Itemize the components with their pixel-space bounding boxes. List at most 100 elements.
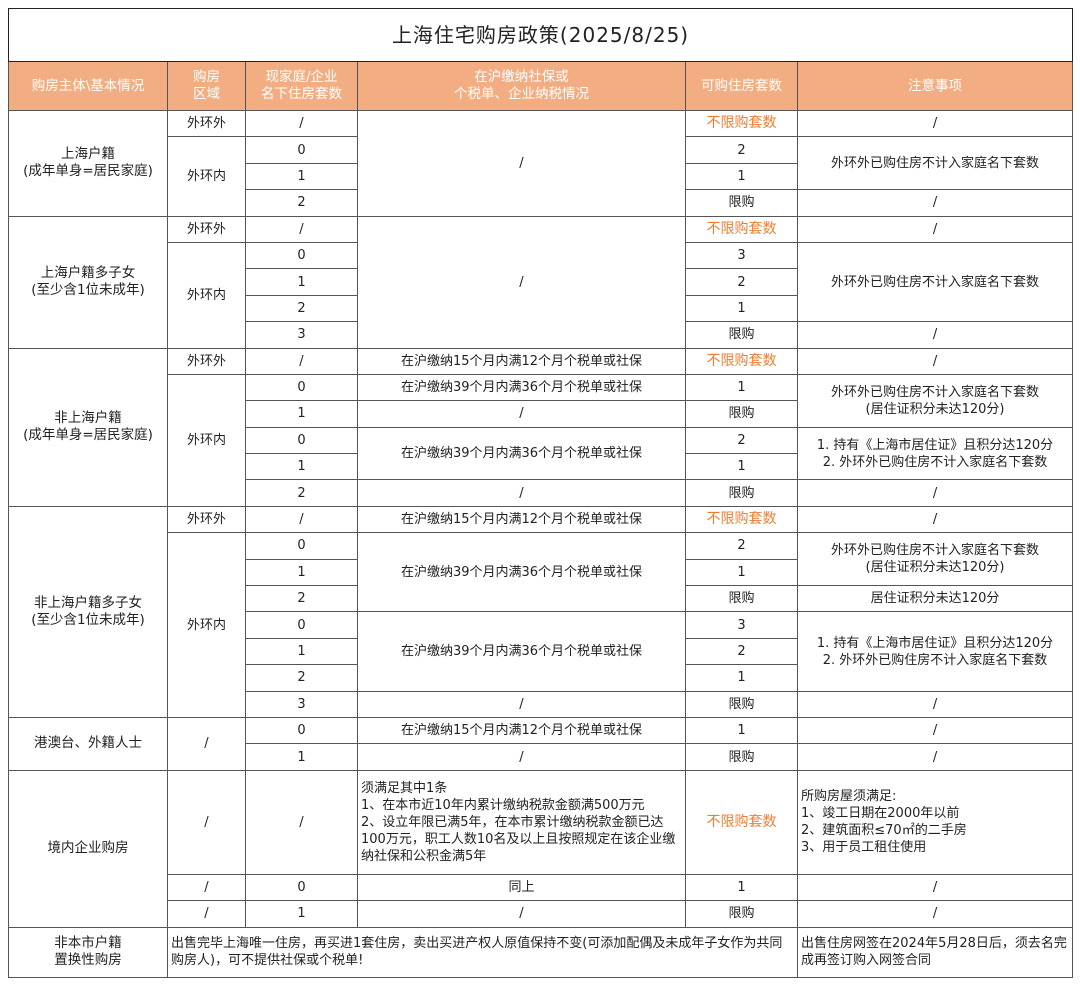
cell: / bbox=[167, 769, 246, 875]
table-row: 2 限购 居住证积分未达120分 bbox=[9, 585, 1074, 613]
cell: 0 bbox=[245, 611, 358, 639]
cell: / bbox=[245, 347, 358, 375]
cell: 外环外已购住房不计入家庭名下套数 bbox=[796, 136, 1074, 191]
cell: 1 bbox=[685, 558, 798, 587]
cell: / bbox=[245, 505, 358, 534]
cell: 1 bbox=[685, 716, 798, 745]
subject-cell: 非本市户籍 置换性购房 bbox=[8, 926, 168, 978]
cell: 不限购套数 bbox=[685, 109, 798, 138]
table-row: 外环内 0 3 外环外已购住房不计入家庭名下套数 bbox=[9, 241, 1074, 349]
cell: 外环内 bbox=[167, 373, 246, 507]
header-allowed: 可购住房套数 bbox=[685, 61, 798, 111]
cell: / bbox=[796, 347, 1074, 375]
cell: 2 bbox=[245, 585, 358, 613]
cell: 外环外已购住房不计入家庭名下套数 (居住证积分未达120分) bbox=[796, 532, 1074, 587]
cell: 2 bbox=[245, 294, 358, 323]
table-row: 0 在沪缴纳39个月内满36个月个税单或社保 3 1. 持有《上海市居住证》且积… bbox=[9, 611, 1074, 692]
cell: 不限购套数 bbox=[685, 347, 798, 375]
subject-cell: 上海户籍 (成年单身=居民家庭) bbox=[8, 110, 168, 217]
cell: 2 bbox=[685, 426, 798, 455]
cell: / bbox=[357, 110, 686, 217]
cell: 不限购套数 bbox=[685, 505, 798, 534]
cell: 所购房屋须满足: 1、竣工日期在2000年以前 2、建筑面积≤70㎡的二手房 3… bbox=[796, 769, 1074, 875]
cell: 3 bbox=[245, 690, 358, 718]
table-row: 2 1 bbox=[9, 294, 1073, 323]
cell: 1 bbox=[685, 453, 798, 481]
cell: 1 bbox=[245, 558, 358, 587]
cell: 限购 bbox=[685, 321, 798, 349]
cell: 外环外 bbox=[167, 215, 246, 243]
header-owned: 现家庭/企业 名下住房套数 bbox=[245, 61, 358, 111]
cell: 1 bbox=[685, 664, 798, 692]
subject-cell: 上海户籍多子女 (至少含1位未成年) bbox=[8, 215, 168, 349]
table-row: 3 / 限购 / bbox=[9, 690, 1074, 718]
cell: / bbox=[796, 690, 1074, 718]
cell: 在沪缴纳15个月内满12个月个税单或社保 bbox=[357, 505, 686, 534]
cell: 1 bbox=[245, 162, 358, 191]
cell: / bbox=[796, 873, 1074, 902]
cell: / bbox=[357, 690, 686, 718]
table-row: 外环内 0 在沪缴纳39个月内满36个月个税单或社保 1 外环外已购住房不计入家… bbox=[9, 373, 1074, 507]
cell: 外环外已购住房不计入家庭名下套数 (居住证积分未达120分) bbox=[796, 373, 1074, 428]
cell: / bbox=[245, 215, 358, 243]
cell: 3 bbox=[245, 321, 358, 349]
cell: 外环内 bbox=[167, 241, 246, 349]
cell: 1 bbox=[245, 900, 358, 928]
cell: / bbox=[357, 900, 686, 928]
cell: 在沪缴纳39个月内满36个月个税单或社保 bbox=[357, 373, 686, 402]
cell: 外环外 bbox=[167, 347, 246, 375]
header-notes: 注意事项 bbox=[796, 61, 1074, 111]
cell: 外环外已购住房不计入家庭名下套数 bbox=[796, 241, 1074, 323]
header-tax: 在沪缴纳社保或 个税单、企业纳税情况 bbox=[357, 61, 686, 111]
subject-cell: 境内企业购房 bbox=[8, 769, 168, 928]
cell: / bbox=[796, 215, 1074, 243]
cell: 0 bbox=[245, 373, 358, 402]
table-row: 非本市户籍 置换性购房 出售完毕上海唯一住房，再买进1套住房，卖出买进产权人原值… bbox=[8, 926, 1074, 978]
table-row: 2 限购 / bbox=[9, 189, 1074, 217]
cell: 0 bbox=[245, 426, 358, 455]
cell: 在沪缴纳39个月内满36个月个税单或社保 bbox=[357, 611, 686, 692]
cell: 在沪缴纳15个月内满12个月个税单或社保 bbox=[357, 347, 686, 375]
cell: 在沪缴纳39个月内满36个月个税单或社保 bbox=[357, 426, 686, 481]
cell: 1 bbox=[245, 400, 358, 428]
table-row: 外环内 0 2 外环外已购住房不计入家庭名下套数 bbox=[9, 136, 1074, 217]
cell: 1 bbox=[685, 294, 798, 323]
cell: 2 bbox=[685, 637, 798, 666]
table-row: 非上海户籍 (成年单身=居民家庭) 外环外 / 在沪缴纳15个月内满12个月个税… bbox=[8, 347, 1074, 507]
cell: 限购 bbox=[685, 400, 798, 428]
cell: 外环外 bbox=[167, 109, 246, 138]
subject-cell: 港澳台、外籍人士 bbox=[8, 716, 168, 771]
cell: 0 bbox=[245, 532, 358, 560]
cell: 外环内 bbox=[167, 532, 246, 718]
cell: 3 bbox=[685, 611, 798, 639]
subject-cell: 非上海户籍 (成年单身=居民家庭) bbox=[8, 347, 168, 507]
cell: / bbox=[167, 873, 246, 902]
cell: / bbox=[796, 900, 1074, 928]
table-row: 1 / 限购 / bbox=[9, 743, 1074, 771]
header-row: 购房主体\基本情况 购房 区域 现家庭/企业 名下住房套数 在沪缴纳社保或 个税… bbox=[8, 61, 1074, 111]
cell: / bbox=[245, 109, 358, 138]
cell: / bbox=[357, 479, 686, 507]
cell: 1 bbox=[245, 453, 358, 481]
header-area: 购房 区域 bbox=[167, 61, 246, 111]
cell: / bbox=[796, 479, 1074, 507]
cell: 出售完毕上海唯一住房，再买进1套住房，卖出买进产权人原值保持不变(可添加配偶及未… bbox=[167, 926, 798, 978]
table-row: 外环内 0 在沪缴纳39个月内满36个月个税单或社保 2 外环外已购住房不计入家… bbox=[9, 532, 1074, 718]
cell: / bbox=[796, 189, 1074, 217]
cell: 外环外 bbox=[167, 505, 246, 534]
table-row: 上海户籍 (成年单身=居民家庭) 外环外 / / 不限购套数 / bbox=[8, 109, 1074, 217]
cell: 0 bbox=[245, 136, 358, 164]
cell: 不限购套数 bbox=[685, 215, 798, 243]
table-row: 上海户籍多子女 (至少含1位未成年) 外环外 / / 不限购套数 / bbox=[8, 215, 1074, 349]
table-row: 2 1 bbox=[9, 664, 1073, 692]
cell: 限购 bbox=[685, 189, 798, 217]
cell: 1. 持有《上海市居住证》且积分达120分 2. 外环外已购住房不计入家庭名下套… bbox=[796, 611, 1074, 692]
cell: 2 bbox=[245, 479, 358, 507]
cell: 在沪缴纳39个月内满36个月个税单或社保 bbox=[357, 532, 686, 613]
cell: 1 bbox=[685, 373, 798, 402]
cell: 2 bbox=[245, 664, 358, 692]
subject-cell: 非上海户籍多子女 (至少含1位未成年) bbox=[8, 505, 168, 718]
cell: 限购 bbox=[685, 743, 798, 771]
cell: 须满足其中1条 1、在本市近10年内累计缴纳税款金额满500万元 2、设立年限已… bbox=[357, 769, 686, 875]
cell: / bbox=[357, 743, 686, 771]
